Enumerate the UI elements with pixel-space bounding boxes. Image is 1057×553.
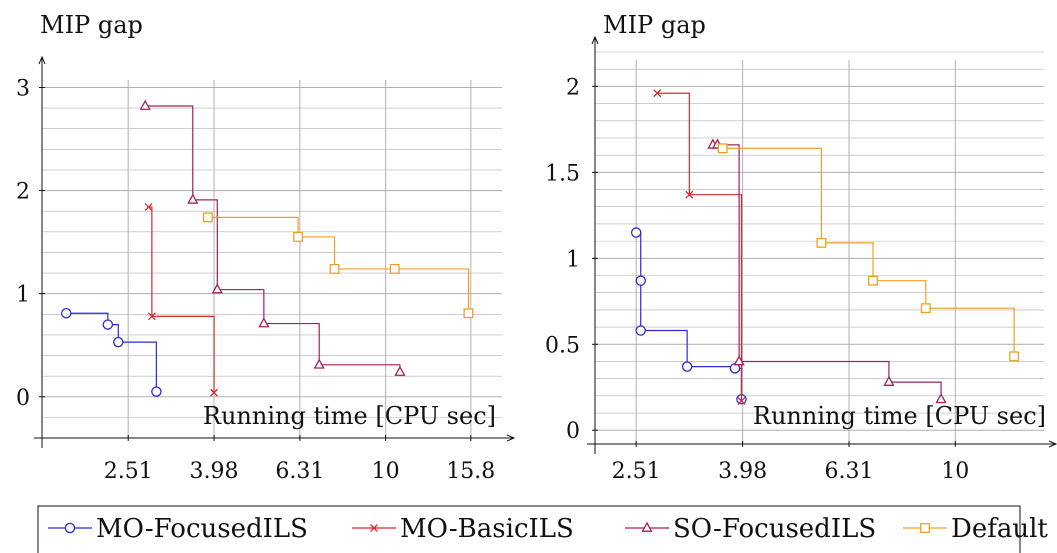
grid: [595, 51, 1044, 444]
triangle-marker: [641, 521, 653, 532]
series-line: [712, 144, 942, 400]
triangle-marker: [187, 193, 199, 204]
legend-entry: MO-FocusedILS: [48, 514, 308, 544]
square-marker: [868, 275, 878, 286]
legend-label: MO-FocusedILS: [96, 514, 308, 544]
x-tick-label: 15.8: [446, 459, 495, 484]
series-default: [717, 143, 1020, 362]
series-line: [657, 92, 743, 402]
y-tick-label: 0: [566, 419, 580, 444]
triangle-marker: [883, 375, 895, 386]
square-marker: [1009, 351, 1020, 362]
x-tick-label: 6.31: [825, 459, 874, 484]
triangle-marker: [258, 317, 270, 328]
y-tick-label: 0.5: [545, 333, 580, 358]
grid: [42, 80, 502, 439]
cross-marker: [653, 89, 662, 98]
cross-marker: [737, 397, 746, 405]
series-mo-basicils: [653, 89, 746, 405]
square-marker: [920, 523, 930, 533]
circle-marker: [635, 325, 646, 336]
axes: [587, 35, 1057, 454]
series-line: [636, 231, 743, 400]
x-tick-label: 3.98: [718, 459, 767, 484]
circle-marker: [102, 319, 114, 330]
series-so-focusedils: [707, 138, 947, 404]
triangle-marker: [394, 365, 406, 376]
circle-marker: [630, 227, 642, 238]
axes: [34, 55, 516, 448]
circle-marker: [681, 361, 693, 372]
legend-entry: MO-BasicILS: [352, 514, 574, 544]
series-so-focusedils: [139, 99, 406, 376]
y-axis-arrow: [591, 35, 599, 45]
series-line: [148, 206, 215, 393]
x-axis-arrow: [1048, 440, 1057, 448]
x-axis-label: Running time [CPU sec]: [203, 402, 496, 430]
x-tick-label: 2.51: [612, 459, 661, 484]
y-axis-label: MIP gap: [40, 11, 143, 39]
x-tick-label: 10: [372, 459, 400, 484]
x-axis-arrow: [506, 434, 516, 442]
circle-marker: [151, 386, 162, 397]
series-default: [202, 212, 474, 319]
cross-marker: [144, 203, 153, 212]
y-tick-label: 1.5: [545, 161, 580, 186]
y-tick-label: 2: [16, 180, 30, 205]
y-tick-label: 1: [16, 283, 30, 308]
series-line: [207, 216, 470, 314]
square-marker: [717, 143, 728, 154]
series-mo-basicils: [144, 203, 219, 397]
y-tick-label: 0: [16, 386, 30, 411]
chart-panel-left: 0 1 2 3 2.51 3.98 6.31 10 15.8 MIP gap Running tim…: [16, 11, 516, 484]
triangle-marker: [733, 355, 745, 366]
square-marker: [329, 263, 340, 274]
triangle-marker: [139, 99, 151, 110]
circle-marker: [113, 336, 124, 348]
series-line: [722, 147, 1015, 357]
circle-marker: [61, 308, 72, 319]
x-tick-label: 3.98: [190, 459, 239, 484]
series-line: [66, 312, 157, 392]
cross-marker: [370, 524, 378, 532]
legend-label: SO-FocusedILS: [673, 514, 876, 544]
series-line: [145, 105, 401, 373]
chart-panel-right: 0 0.5 1 1.5 2 2.51 3.98 6.31 10 MIP gap Running ti…: [545, 11, 1057, 484]
x-tick-label: 10: [941, 459, 969, 484]
x-tick-label: 6.31: [275, 459, 324, 484]
square-marker: [389, 263, 400, 274]
triangle-marker: [935, 392, 947, 404]
y-axis-arrow: [38, 55, 46, 65]
square-marker: [202, 212, 213, 223]
triangle-marker: [313, 358, 325, 369]
legend-entry: SO-FocusedILS: [625, 514, 876, 544]
y-tick-label: 1: [566, 247, 580, 272]
legend-label: Default: [951, 514, 1048, 544]
legend-label: MO-BasicILS: [400, 514, 574, 544]
legend-entry: Default: [903, 514, 1048, 544]
legend: MO-FocusedILS MO-BasicILS SO-FocusedILS Def…: [37, 505, 1048, 553]
square-marker: [293, 232, 304, 242]
series-mo-focusedils: [630, 227, 747, 405]
series-mo-focusedils: [61, 308, 162, 397]
square-marker: [463, 308, 474, 319]
triangle-marker: [211, 283, 223, 294]
square-marker: [816, 237, 827, 248]
legend-box: [37, 505, 1021, 553]
square-marker: [920, 303, 931, 314]
circle-marker: [64, 522, 76, 534]
cross-marker: [210, 388, 219, 397]
y-tick-label: 2: [566, 75, 580, 100]
cross-marker: [685, 190, 694, 199]
y-axis-label: MIP gap: [603, 11, 706, 39]
circle-marker: [635, 275, 646, 286]
y-tick-label: 3: [16, 76, 30, 101]
cross-marker: [147, 312, 156, 321]
x-axis-label: Running time [CPU sec]: [753, 402, 1046, 430]
x-tick-label: 2.51: [104, 459, 153, 484]
